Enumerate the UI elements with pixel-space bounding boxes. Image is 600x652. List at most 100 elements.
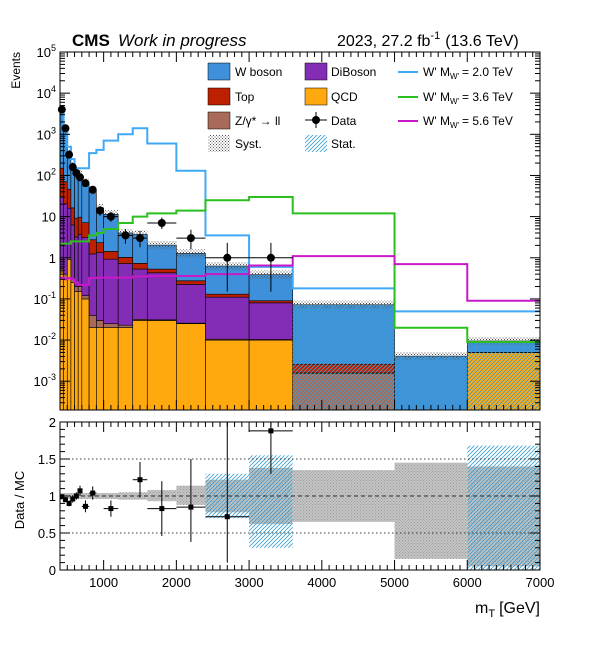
signal-line-wp-3600 xyxy=(60,195,540,343)
ratio-point xyxy=(77,488,83,494)
ratio-syst-hatch xyxy=(394,462,468,559)
syst-uncertainty-band xyxy=(176,249,206,258)
y-tick-label: 105 xyxy=(37,43,56,60)
data-point xyxy=(106,212,115,221)
stack-bar-qcd xyxy=(96,327,104,410)
stack-bar-diboson xyxy=(205,296,250,340)
stack-bar-qcd xyxy=(117,327,134,410)
stack-bar-qcd xyxy=(248,339,294,410)
stack-bar-diboson xyxy=(146,272,177,321)
ratio-point xyxy=(70,496,76,502)
legend-swatch-zll xyxy=(207,111,231,130)
ratio-point xyxy=(66,500,72,506)
stack-bar-qcd xyxy=(70,282,75,410)
ratio-y-tick-label: 0.5 xyxy=(38,526,56,541)
stack-bar-top xyxy=(395,429,468,432)
legend-swatch-qcd xyxy=(304,87,328,106)
stack-bar-top xyxy=(132,263,148,270)
stack-bar-top xyxy=(176,280,206,285)
stack-bar-diboson xyxy=(103,258,119,325)
stack-bar-top xyxy=(88,239,97,255)
legend-swatch-syst xyxy=(208,135,230,152)
cms-label: CMS xyxy=(72,31,110,50)
stat-uncertainty-band xyxy=(292,304,395,410)
legend-label-stat: Stat. xyxy=(331,137,356,151)
legend-label-top: Top xyxy=(235,90,255,104)
stack-bar-zll xyxy=(96,320,104,328)
ratio-point xyxy=(62,497,68,503)
stack-bar-qcd xyxy=(81,298,90,410)
x-tick-label: 2000 xyxy=(162,575,191,590)
stack-bar-top xyxy=(70,207,75,226)
legend-swatch-w-boson xyxy=(207,62,231,81)
stack-bar-w-boson xyxy=(81,182,90,223)
stack-bar-zll xyxy=(74,286,79,292)
stack-bar-diboson xyxy=(63,203,68,275)
data-point xyxy=(266,253,275,262)
stack-bar-zll xyxy=(103,323,119,328)
stack-bar-qcd xyxy=(74,291,79,410)
stack-bar-qcd xyxy=(205,339,250,410)
stat-uncertainty-band xyxy=(467,340,540,410)
x-tick-label: 6000 xyxy=(453,575,482,590)
legend-label-wp-5600: W' MW' = 5.6 TeV xyxy=(423,114,513,130)
ratio-point xyxy=(82,503,88,509)
ratio-point xyxy=(137,477,143,483)
data-point xyxy=(223,253,232,262)
ratio-y-tick-label: 1 xyxy=(49,489,56,504)
y-tick-label: 10-3 xyxy=(34,372,56,389)
stack-bar-diboson xyxy=(176,284,206,324)
y-tick-label: 104 xyxy=(37,84,56,101)
stack-bar-diboson xyxy=(81,237,90,296)
legend-label-diboson: DiBoson xyxy=(331,65,376,79)
data-point xyxy=(136,234,144,243)
stack-bar-top xyxy=(60,167,64,197)
legend-label-data: Data xyxy=(331,114,357,128)
stack-bar-qcd xyxy=(146,320,177,410)
data-point xyxy=(76,173,84,182)
stack-bar-zll xyxy=(81,295,90,300)
stack-bar-top xyxy=(103,251,119,260)
stack-bar-zll xyxy=(88,315,97,328)
stack-bar-top xyxy=(205,293,250,298)
stack-bar-top xyxy=(146,268,177,274)
stack-bar-qcd xyxy=(103,327,119,410)
legend-swatch-diboson xyxy=(304,62,328,81)
ratio-point xyxy=(60,494,65,500)
y-axis-title-ratio: Data / MC xyxy=(12,471,27,530)
stack-bar-zll xyxy=(77,286,83,292)
stack-bar-diboson xyxy=(248,302,294,340)
legend-label-syst: Syst. xyxy=(235,137,262,151)
data-point xyxy=(121,231,130,240)
ratio-point xyxy=(73,493,79,499)
legend-label-qcd: QCD xyxy=(331,90,358,104)
x-tick-label: 7000 xyxy=(526,575,555,590)
legend-label-wp-3600: W' MW' = 3.6 TeV xyxy=(423,90,513,106)
stat-uncertainty-band xyxy=(394,356,468,410)
stack-bar-top xyxy=(96,242,104,253)
x-tick-label: 5000 xyxy=(380,575,409,590)
stack-bar-w-boson xyxy=(88,190,97,241)
syst-uncertainty-band xyxy=(147,241,177,250)
stack-bar-qcd xyxy=(132,320,148,410)
stack-bar-diboson xyxy=(70,224,75,280)
x-axis-title: mT [GeV] xyxy=(475,600,540,620)
legend-label-wp-2000: W' MW' = 2.0 TeV xyxy=(423,65,513,81)
legend-swatch-stat xyxy=(305,135,327,152)
x-tick-label: 1000 xyxy=(89,575,118,590)
y-tick-label: 10 xyxy=(42,210,56,225)
stack-bar-qcd xyxy=(77,291,83,410)
x-tick-label: 4000 xyxy=(307,575,336,590)
ratio-y-tick-label: 0 xyxy=(49,563,56,578)
data-point xyxy=(186,234,195,243)
y-tick-label: 103 xyxy=(37,125,56,142)
stack-bar-top xyxy=(77,216,83,235)
ratio-point xyxy=(268,428,274,434)
stack-bar-qcd xyxy=(63,278,68,410)
luminosity-label: 2023, 27.2 fb-1 (13.6 TeV) xyxy=(337,30,519,50)
stack-bar-zll xyxy=(117,324,134,328)
legend: W boson DiBoson Top QCD Z/γ* → ll Data S… xyxy=(207,62,513,152)
x-tick-label: 3000 xyxy=(235,575,264,590)
ratio-y-tick-label: 2 xyxy=(49,415,56,430)
